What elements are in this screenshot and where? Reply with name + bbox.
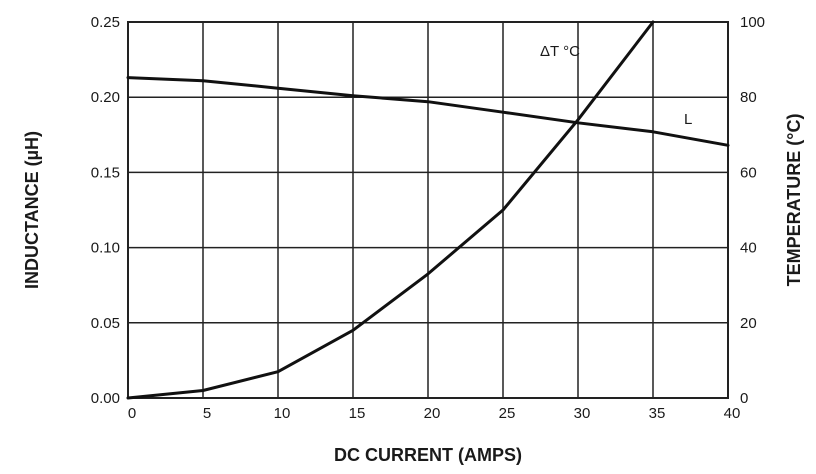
series-label-temperature: ΔT °C [540,43,580,60]
x-tick-label: 20 [424,405,441,422]
x-tick-label: 15 [349,405,366,422]
series-line-inductance [126,76,730,147]
x-tick-label: 30 [574,405,591,422]
y-right-tick-label: 20 [740,315,757,332]
y-right-tick-label: 100 [740,14,765,31]
x-tick-label: 35 [649,405,666,422]
series-layer: L ΔT °C [126,20,730,400]
grid [128,22,728,398]
y-right-tick-label: 0 [740,390,748,407]
y-axis-left-title: INDUCTANCE (µH) [22,131,42,289]
x-tick-label: 25 [499,405,516,422]
y-left-tick-label: 0.00 [91,390,120,407]
y-left-tick-label: 0.25 [91,14,120,31]
y-axis-right-title: TEMPERATURE (°C) [784,114,804,287]
y-right-tick-label: 40 [740,240,757,257]
y-right-tick-label: 80 [740,89,757,106]
series-label-inductance: L [684,111,692,128]
y-left-tick-label: 0.05 [91,315,120,332]
x-axis-title: DC CURRENT (AMPS) [334,445,522,465]
tick-labels: 0 5 10 15 20 25 30 35 40 0.00 0 0.05 20 0.10 40 0.15 60 0… [91,14,765,422]
y-left-tick-label: 0.10 [91,240,120,257]
y-left-tick-label: 0.20 [91,89,120,106]
y-left-tick-label: 0.15 [91,164,120,181]
y-right-tick-label: 60 [740,164,757,181]
x-tick-label: 40 [724,405,741,422]
x-tick-label: 0 [128,405,136,422]
plot-frame [127,21,729,399]
series-line-temperature [126,20,655,400]
x-tick-label: 5 [203,405,211,422]
x-tick-label: 10 [274,405,291,422]
